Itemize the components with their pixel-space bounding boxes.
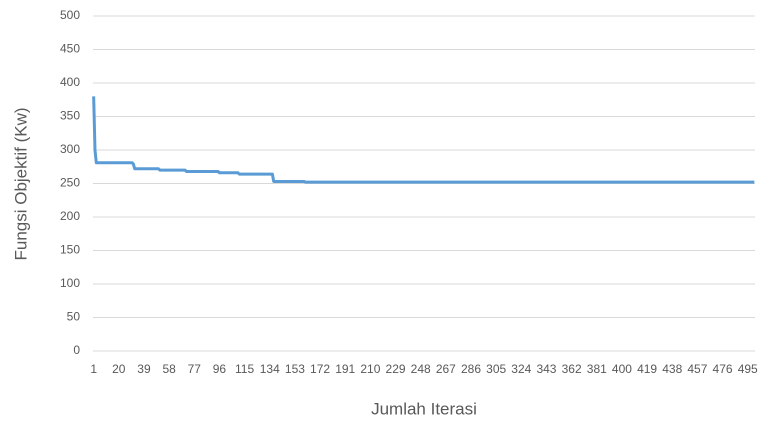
x-tick-label: 343 xyxy=(536,362,556,376)
x-axis-title: Jumlah Iterasi xyxy=(371,399,477,418)
x-tick-label: 58 xyxy=(162,362,176,376)
y-tick-label: 200 xyxy=(60,209,80,223)
y-tick-label: 450 xyxy=(60,42,80,56)
x-tick-label: 210 xyxy=(360,362,380,376)
x-tick-label: 419 xyxy=(637,362,657,376)
x-tick-label: 229 xyxy=(386,362,406,376)
y-tick-label: 250 xyxy=(60,176,80,190)
y-tick-label: 400 xyxy=(60,75,80,89)
x-tick-label: 400 xyxy=(612,362,632,376)
x-tick-label: 286 xyxy=(461,362,481,376)
x-tick-label: 324 xyxy=(511,362,531,376)
x-tick-label: 96 xyxy=(213,362,227,376)
x-tick-label: 20 xyxy=(112,362,126,376)
x-tick-label: 172 xyxy=(310,362,330,376)
x-tick-label: 267 xyxy=(436,362,456,376)
y-tick-label: 100 xyxy=(60,276,80,290)
x-tick-label: 362 xyxy=(562,362,582,376)
x-tick-label: 153 xyxy=(285,362,305,376)
y-tick-label: 50 xyxy=(67,310,81,324)
x-tick-label: 438 xyxy=(662,362,682,376)
y-tick-label: 150 xyxy=(60,243,80,257)
x-tick-label: 381 xyxy=(587,362,607,376)
y-tick-label: 300 xyxy=(60,142,80,156)
y-axis-title: Fungsi Objektif (Kw) xyxy=(11,107,30,260)
x-tick-label: 305 xyxy=(486,362,506,376)
x-tick-label: 191 xyxy=(335,362,355,376)
x-tick-label: 115 xyxy=(235,362,254,376)
x-tick-label: 457 xyxy=(687,362,707,376)
x-tick-label: 248 xyxy=(411,362,431,376)
x-tick-label: 476 xyxy=(713,362,733,376)
y-tick-label: 0 xyxy=(73,343,80,357)
x-tick-label: 495 xyxy=(738,362,758,376)
x-tick-label: 77 xyxy=(188,362,202,376)
x-tick-label: 1 xyxy=(90,362,97,376)
x-tick-label: 134 xyxy=(260,362,280,376)
y-tick-label: 350 xyxy=(60,109,80,123)
y-tick-label: 500 xyxy=(60,8,80,22)
data-line xyxy=(92,96,755,184)
x-tick-label: 39 xyxy=(137,362,151,376)
